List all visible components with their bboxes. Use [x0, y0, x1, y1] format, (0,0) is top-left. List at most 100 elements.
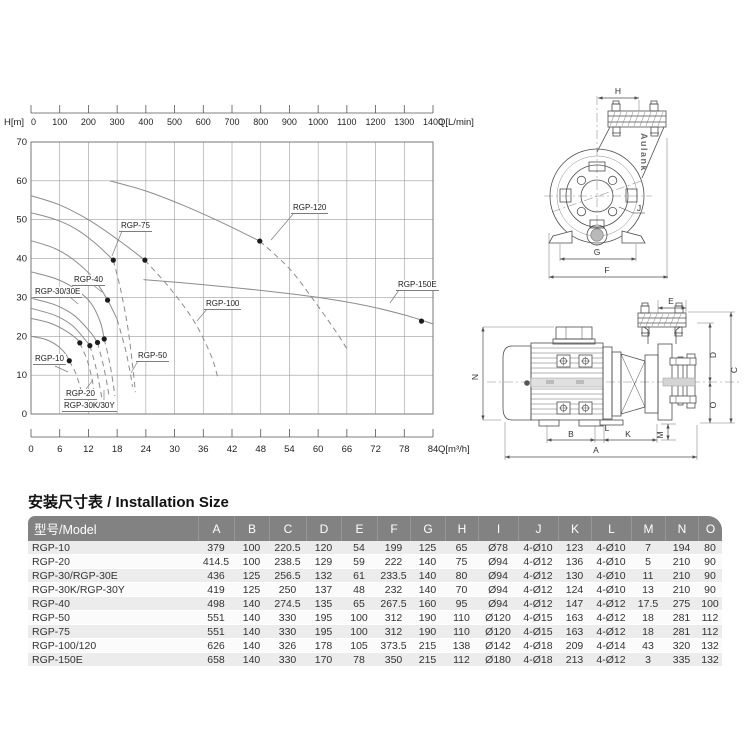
pump-curve-dashed — [89, 345, 103, 398]
table-cell: 80 — [698, 541, 722, 555]
pump-curve — [143, 279, 434, 325]
table-cell: 210 — [665, 555, 698, 569]
svg-text:84: 84 — [428, 444, 439, 455]
pump-curve — [30, 297, 98, 343]
svg-text:300: 300 — [110, 117, 125, 127]
svg-text:12: 12 — [83, 444, 94, 455]
table-cell: 335 — [665, 653, 698, 667]
column-header: K — [558, 516, 591, 541]
table-cell: 274.5 — [269, 597, 306, 611]
svg-text:600: 600 — [196, 117, 211, 127]
rated-point-dot — [66, 358, 72, 364]
table-cell: 160 — [410, 597, 445, 611]
table-cell: 190 — [410, 625, 445, 639]
table-cell: 4-Ø12 — [518, 597, 558, 611]
table-cell: Ø94 — [478, 597, 518, 611]
table-cell: 120 — [306, 541, 341, 555]
table-cell: 65 — [445, 541, 478, 555]
dimension-label: G — [594, 247, 601, 257]
svg-text:0: 0 — [28, 444, 33, 455]
dimension-label: A — [593, 445, 599, 455]
dimension-label: D — [708, 352, 718, 358]
table-cell: 59 — [341, 555, 377, 569]
table-cell: 80 — [445, 569, 478, 583]
pump-curve — [30, 271, 105, 340]
table-cell: 210 — [665, 569, 698, 583]
table-cell: 222 — [377, 555, 410, 569]
table-cell: 4-Ø12 — [518, 583, 558, 597]
table-cell: 312 — [377, 625, 410, 639]
table-cell: 100 — [341, 611, 377, 625]
pump-curve-dashed — [116, 319, 133, 387]
y-axis-title: H[m] — [4, 117, 24, 128]
table-cell: 256.5 — [269, 569, 306, 583]
table-cell: 140 — [234, 597, 269, 611]
table-cell: 194 — [665, 541, 698, 555]
table-cell: 414.5 — [198, 555, 234, 569]
table-cell: 70 — [445, 583, 478, 597]
svg-text:900: 900 — [282, 117, 297, 127]
model-cell: RGP-10 — [28, 541, 198, 555]
table-cell: 498 — [198, 597, 234, 611]
svg-text:6: 6 — [57, 444, 62, 455]
table-cell: 330 — [269, 611, 306, 625]
svg-text:60: 60 — [313, 444, 324, 455]
column-header: F — [377, 516, 410, 541]
table-cell: 330 — [269, 653, 306, 667]
rated-point-dot — [257, 238, 263, 244]
table-cell: Ø78 — [478, 541, 518, 555]
table-cell: 147 — [558, 597, 591, 611]
table-cell: 350 — [377, 653, 410, 667]
table-row: RGP-10 379 100 220.5 120 54 199 125 65 Ø78 4-Ø10 12… — [28, 541, 722, 555]
table-cell: 48 — [341, 583, 377, 597]
table-cell: 112 — [698, 611, 722, 625]
table-cell: 199 — [377, 541, 410, 555]
svg-text:1300: 1300 — [394, 117, 414, 127]
table-cell: 4-Ø10 — [591, 583, 631, 597]
column-header: B — [234, 516, 269, 541]
table-cell: 140 — [234, 653, 269, 667]
table-cell: 4-Ø18 — [518, 653, 558, 667]
pump-curve — [30, 307, 91, 346]
table-cell: Ø120 — [478, 611, 518, 625]
pump-curve — [30, 335, 70, 362]
svg-text:78: 78 — [399, 444, 410, 455]
svg-text:0: 0 — [22, 409, 27, 420]
column-header: E — [341, 516, 377, 541]
table-cell: 232 — [377, 583, 410, 597]
table-cell: 178 — [306, 639, 341, 653]
table-cell: 658 — [198, 653, 234, 667]
table-cell: 195 — [306, 625, 341, 639]
svg-text:60: 60 — [16, 176, 27, 187]
table-cell: 220.5 — [269, 541, 306, 555]
rated-point-dots — [66, 238, 425, 364]
table-row: RGP-40 498 140 274.5 135 65 267.5 160 95 Ø94 4-Ø12… — [28, 597, 722, 611]
svg-text:1000: 1000 — [308, 117, 328, 127]
pump-curve — [30, 212, 114, 261]
svg-text:500: 500 — [167, 117, 182, 127]
table-cell: 238.5 — [269, 555, 306, 569]
table-cell: 130 — [558, 569, 591, 583]
column-header: G — [410, 516, 445, 541]
pump-curve-dashed — [112, 259, 136, 393]
pump-curve-dashed — [144, 259, 219, 377]
dimension-label: C — [729, 367, 739, 373]
dimension-label: L — [605, 423, 610, 433]
table-cell: 75 — [445, 555, 478, 569]
table-cell: 4-Ø12 — [518, 569, 558, 583]
table-cell: 326 — [269, 639, 306, 653]
column-header: O — [698, 516, 722, 541]
table-title: 安装尺寸表 / Installation Size — [28, 494, 229, 511]
svg-text:1400: 1400 — [423, 117, 443, 127]
table-cell: 18 — [631, 625, 665, 639]
performance-chart: 0 100 200 300 400 500 600 700 800 900 1000 1100 1200… — [4, 105, 474, 455]
model-cell: RGP-20 — [28, 555, 198, 569]
svg-text:800: 800 — [253, 117, 268, 127]
table-row: RGP-100/120 626 140 326 178 105 373.5 215 138 Ø14… — [28, 639, 722, 653]
table-cell: 436 — [198, 569, 234, 583]
rated-point-dot — [142, 257, 148, 263]
table-cell: Ø120 — [478, 625, 518, 639]
svg-text:700: 700 — [224, 117, 239, 127]
rated-point-dot — [110, 257, 116, 263]
table-cell: 163 — [558, 611, 591, 625]
